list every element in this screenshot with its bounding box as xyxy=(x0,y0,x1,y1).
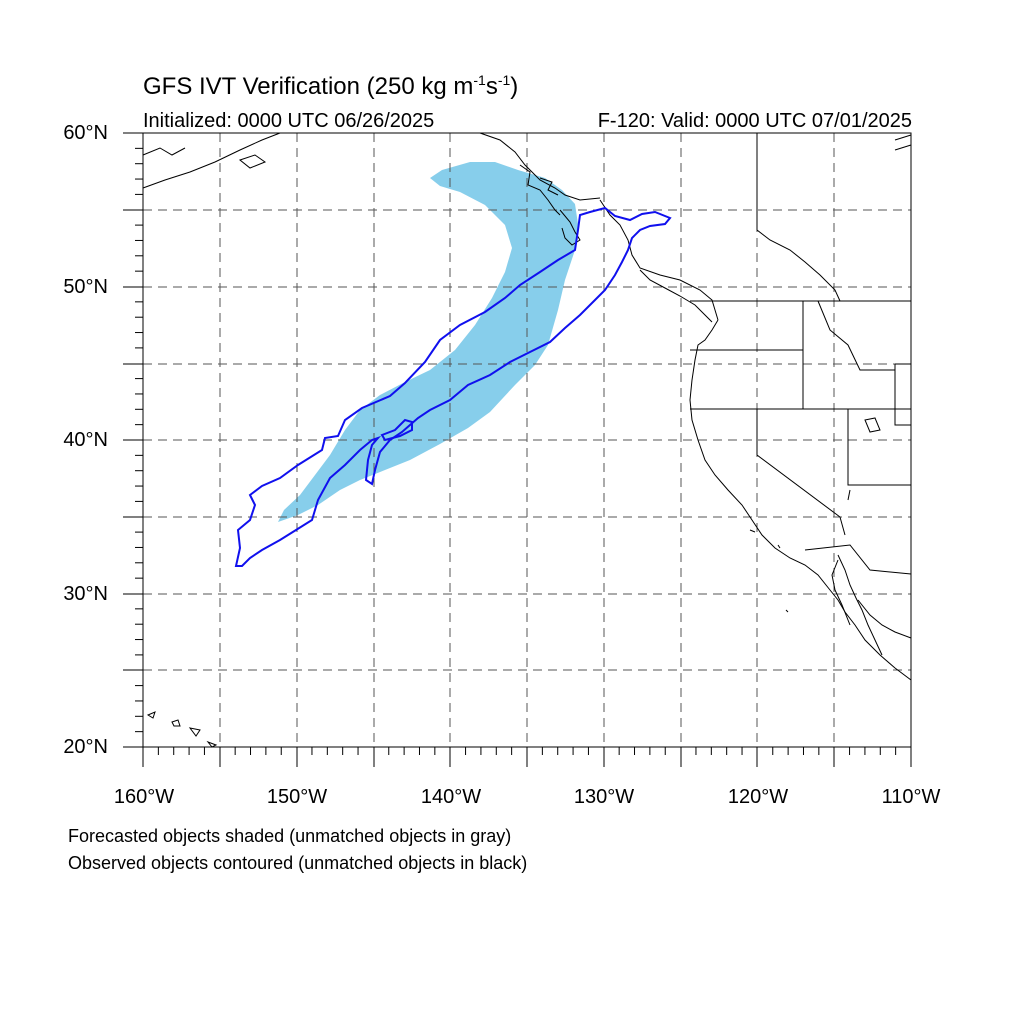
lon-label-150w: 150°W xyxy=(266,786,328,808)
map-title: GFS IVT Verification (250 kg m-1s-1) xyxy=(143,72,519,100)
footnote-observed: Observed objects contoured (unmatched ob… xyxy=(68,853,528,873)
observed-object-inner xyxy=(380,418,413,442)
footnote-forecast: Forecasted objects shaded (unmatched obj… xyxy=(68,826,512,846)
valid-time: F-120: Valid: 0000 UTC 07/01/2025 xyxy=(597,110,912,132)
lon-label-110w: 110°W xyxy=(881,786,941,808)
coastlines xyxy=(142,132,912,748)
lon-label-140w: 140°W xyxy=(420,786,482,808)
gridlines xyxy=(143,133,911,747)
lon-label-120w: 120°W xyxy=(727,786,789,808)
lon-label-160w: 160°W xyxy=(113,786,175,808)
lat-label-60n: 60°N xyxy=(63,122,108,144)
tick-marks xyxy=(123,132,912,767)
initialized-time: Initialized: 0000 UTC 06/26/2025 xyxy=(143,110,435,132)
lat-label-40n: 40°N xyxy=(63,429,108,451)
lat-label-50n: 50°N xyxy=(63,276,108,298)
observed-object xyxy=(234,206,672,567)
forecast-object xyxy=(278,162,578,522)
lat-label-30n: 30°N xyxy=(63,583,108,605)
lon-label-130w: 130°W xyxy=(573,786,635,808)
minor-tick-marks xyxy=(135,147,897,755)
lat-label-20n: 20°N xyxy=(63,736,108,758)
